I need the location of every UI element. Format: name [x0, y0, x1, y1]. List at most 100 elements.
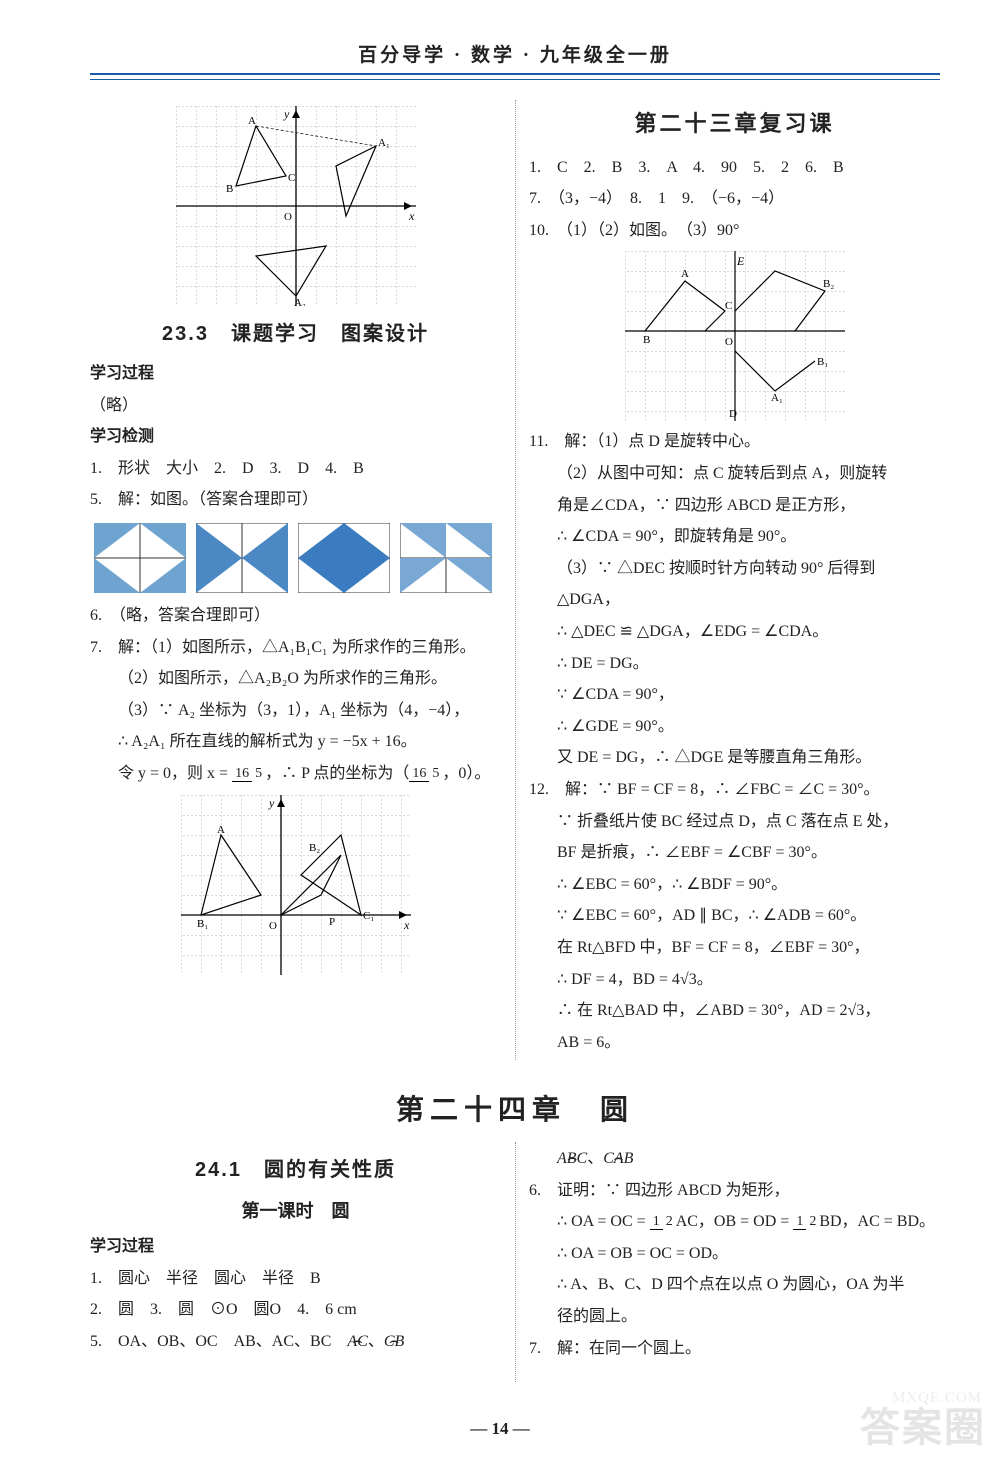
circ-q1: 1. 圆心 半径 圆心 半径 B	[90, 1264, 501, 1294]
right-column: 第二十三章复习课 1. C 2. B 3. A 4. 90 5. 2 6. B …	[515, 100, 940, 1060]
section-24-1-title: 24.1 圆的有关性质	[90, 1152, 501, 1189]
q5-lead: 5. 解：如图。（答案合理即可）	[90, 485, 501, 515]
figure-7-1: x y O A B C A₁ A₂	[90, 106, 501, 306]
section-24-1-sub: 第一课时 圆	[90, 1195, 501, 1228]
svg-text:y: y	[268, 796, 275, 810]
svg-text:B₂: B₂	[823, 278, 834, 290]
chapter-24-title: 第二十四章 圆	[90, 1088, 940, 1128]
frac-16-5-b: 165	[409, 767, 442, 782]
r11-3d: ∴ DE = DG。	[529, 649, 940, 679]
q7-5-c: ，0）。	[442, 765, 490, 782]
svg-text:E: E	[736, 254, 745, 268]
arc-abc: ⌢ABC	[557, 1150, 587, 1167]
rc-6-lead: 6. 证明：∵ 四边形 ABCD 为矩形，	[529, 1176, 940, 1206]
r12-lead: 12. 解：∵ BF = CF = 8，∴ ∠FBC = ∠C = 30°。	[529, 775, 940, 805]
circ-q2: 2. 圆 3. 圆 ⊙O 圆O 4. 6 cm	[90, 1295, 501, 1325]
arc-cb: ⌢CB	[384, 1333, 404, 1350]
pattern-1	[94, 523, 186, 593]
study-process-label: 学习过程	[90, 359, 501, 389]
svg-text:B₂: B₂	[309, 842, 320, 854]
q7-5: 令 y = 0，则 x = 165，∴ P 点的坐标为（165，0）。	[90, 759, 501, 789]
r11-3e: ∵ ∠CDA = 90°，	[529, 680, 940, 710]
svg-text:y: y	[283, 107, 290, 121]
svg-text:P: P	[329, 916, 335, 928]
svg-text:A: A	[681, 268, 689, 280]
r11-3f: ∴ ∠GDE = 90°。	[529, 712, 940, 742]
rc-7: 7. 解：在同一个圆上。	[529, 1334, 940, 1364]
r11-3a: （3）∵ △DEC 按顺时针方向转动 90° 后得到	[529, 554, 940, 584]
svg-text:B: B	[226, 183, 233, 195]
r11-2c: ∴ ∠CDA = 90°，即旋转角是 90°。	[529, 522, 940, 552]
r11-lead: 11. 解：（1）点 D 是旋转中心。	[529, 427, 940, 457]
q7-5-b: ，∴ P 点的坐标为（	[265, 765, 409, 782]
rc-6-d: 径的圆上。	[529, 1302, 940, 1332]
circ-q5-sep: 、	[368, 1333, 384, 1350]
rc-6-a1: ∴ OA = OC =	[557, 1213, 650, 1230]
header-rule-thin	[90, 79, 940, 80]
circ-q5-a: 5. OA、OB、OC AB、AC、BC	[90, 1333, 347, 1350]
svg-text:C: C	[288, 172, 295, 184]
r12-d: ∵ ∠EBC = 60°，AD ∥ BC，∴ ∠ADB = 60°。	[529, 901, 940, 931]
svg-text:A: A	[217, 824, 225, 836]
svg-text:B₁: B₁	[817, 356, 828, 368]
q7-5-a: 令 y = 0，则 x =	[118, 765, 232, 782]
svg-text:D: D	[729, 408, 737, 420]
r11-2a: （2）从图中可知：点 C 旋转后到点 A，则旋转	[529, 459, 940, 489]
column-divider-upper	[515, 100, 516, 1060]
rc-5: ⌢ABC、⌢CAB	[529, 1144, 940, 1174]
frac-half-1: 12	[650, 1215, 676, 1230]
page-footer: — 14 —	[0, 1419, 1000, 1439]
rc-6-a3: BD，AC = BD。	[819, 1213, 935, 1230]
svg-text:x: x	[408, 209, 415, 223]
svg-text:O: O	[725, 336, 733, 348]
page-header: 百分导学 · 数学 · 九年级全一册	[90, 40, 940, 67]
svg-text:A₁: A₁	[771, 392, 783, 404]
q6: 6. （略，答案合理即可）	[90, 601, 501, 631]
column-divider-lower	[515, 1142, 516, 1382]
svg-text:C₁: C₁	[363, 910, 374, 922]
rc-5-sep: 、	[587, 1150, 603, 1167]
svg-text:A₂: A₂	[294, 297, 306, 306]
r10: 10. （1）（2）如图。 （3）90°	[529, 216, 940, 246]
rc-6-a: ∴ OA = OC = 12AC，OB = OD = 12BD，AC = BD。	[529, 1207, 940, 1237]
rc-6-c: ∴ A、B、C、D 四个点在以点 O 为圆心，OA 为半	[529, 1270, 940, 1300]
svg-text:O: O	[284, 211, 292, 223]
section-23-3-title: 23.3 课题学习 图案设计	[90, 316, 501, 353]
lower-columns: 24.1 圆的有关性质 第一课时 圆 学习过程 1. 圆心 半径 圆心 半径 B…	[90, 1142, 940, 1382]
svg-text:C: C	[725, 300, 732, 312]
q7-2: （2）如图所示，△A₂B₂O 为所求作的三角形。	[90, 664, 501, 694]
circ-q5: 5. OA、OB、OC AB、AC、BC ⌢AC、⌢CB	[90, 1327, 501, 1357]
r7: 7. （3，−4） 8. 1 9. （−6，−4）	[529, 184, 940, 214]
svg-text:x: x	[403, 918, 410, 932]
r12-a: ∵ 折叠纸片使 BC 经过点 D，点 C 落在点 E 处，	[529, 807, 940, 837]
watermark-text: 答案圈	[860, 1395, 986, 1453]
rc-6-b: ∴ OA = OB = OC = OD。	[529, 1239, 940, 1269]
frac-half-2: 12	[793, 1215, 819, 1230]
grid-diagram-2: x y O B₁ A C₁ B₂ P	[181, 795, 411, 975]
pattern-4	[400, 523, 492, 593]
left-column: x y O A B C A₁ A₂ 23.3 课题学习 图案设计 学习过程 （略…	[90, 100, 515, 1060]
ch23-review-title: 第二十三章复习课	[529, 104, 940, 145]
lower-right-column: ⌢ABC、⌢CAB 6. 证明：∵ 四边形 ABCD 为矩形， ∴ OA = O…	[515, 1142, 940, 1382]
lower-left-column: 24.1 圆的有关性质 第一课时 圆 学习过程 1. 圆心 半径 圆心 半径 B…	[90, 1142, 515, 1382]
svg-text:A: A	[248, 115, 256, 127]
r12-c: ∴ ∠EBC = 60°，∴ ∠BDF = 90°。	[529, 870, 940, 900]
study-process-omit: （略）	[90, 391, 501, 421]
q7-3: （3）∵ A₂ 坐标为（3，1），A₁ 坐标为（4，−4），	[90, 696, 501, 726]
r12-h: AB = 6。	[529, 1028, 940, 1058]
svg-text:O: O	[269, 920, 277, 932]
arc-ac: ⌢AC	[347, 1333, 367, 1350]
frac-16-5-a: 165	[232, 767, 265, 782]
r12-g: ∴ 在 Rt△BAD 中，∠ABD = 30°，AD = 2√3，	[529, 996, 940, 1026]
upper-columns: x y O A B C A₁ A₂ 23.3 课题学习 图案设计 学习过程 （略…	[90, 100, 940, 1060]
rc-6-a2: AC，OB = OD =	[676, 1213, 794, 1230]
circ-study-process: 学习过程	[90, 1232, 501, 1262]
pattern-row	[90, 523, 501, 593]
q1-row: 1. 形状 大小 2. D 3. D 4. B	[90, 454, 501, 484]
r12-b: BF 是折痕，∴ ∠EBF = ∠CBF = 30°。	[529, 838, 940, 868]
r11-3c: ∴ △DEC ≌ △DGA，∠EDG = ∠CDA。	[529, 617, 940, 647]
r12-e: 在 Rt△BFD 中，BF = CF = 8，∠EBF = 30°，	[529, 933, 940, 963]
q7-lead: 7. 解：（1）如图所示，△A₁B₁C₁ 为所求作的三角形。	[90, 633, 501, 663]
r11-3g: 又 DE = DG，∴ △DGE 是等腰直角三角形。	[529, 743, 940, 773]
header-rule-thick	[90, 73, 940, 75]
